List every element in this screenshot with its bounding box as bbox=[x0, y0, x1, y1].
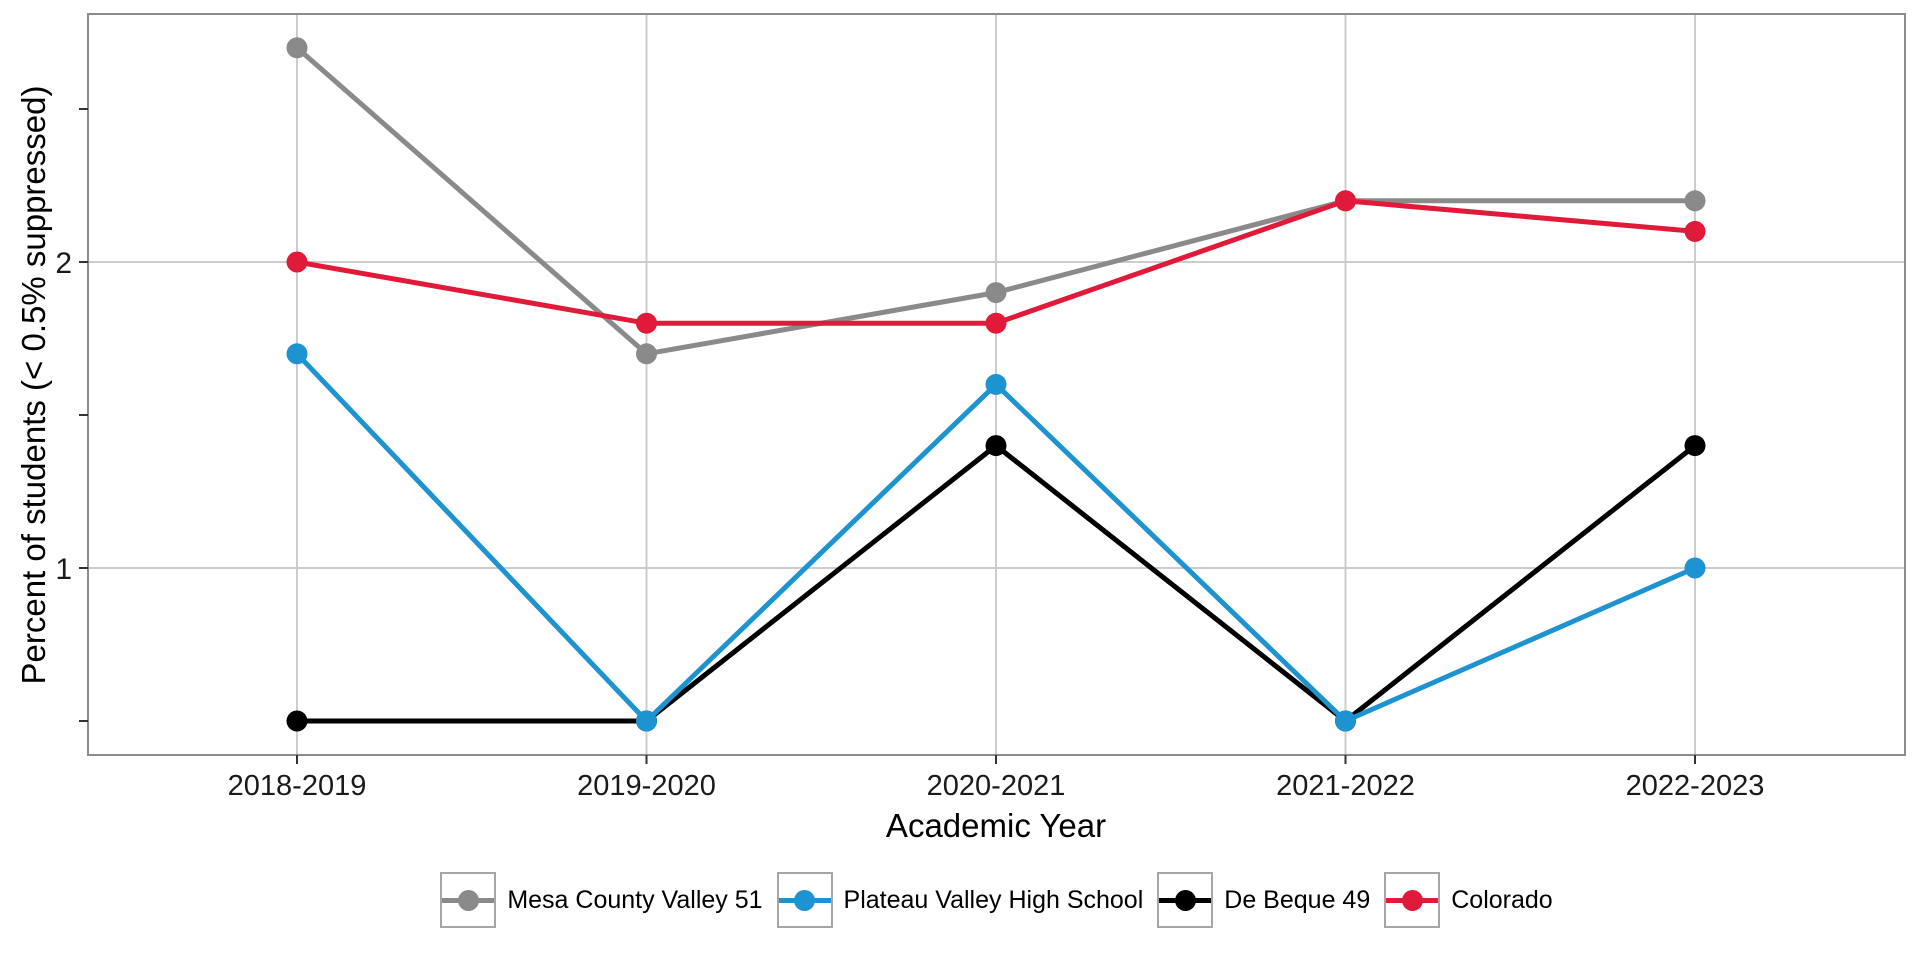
x-tick-label-2020-2021: 2020-2021 bbox=[927, 770, 1066, 802]
x-tick-label-2019-2020: 2019-2020 bbox=[577, 770, 716, 802]
data-point-plateau-valley-high-school-2021-2022 bbox=[1335, 710, 1356, 732]
data-point-mesa-county-valley-51-2022-2023 bbox=[1684, 190, 1706, 212]
legend-key-dot bbox=[1401, 889, 1423, 911]
legend-key-dot bbox=[1174, 889, 1196, 911]
data-point-plateau-valley-high-school-2019-2020 bbox=[636, 710, 657, 732]
data-point-colorado-2019-2020 bbox=[636, 312, 657, 334]
legend-key-dot bbox=[457, 889, 479, 911]
data-point-mesa-county-valley-51-2018-2019 bbox=[286, 37, 308, 59]
legend-key-icon bbox=[1157, 872, 1214, 928]
data-point-colorado-2018-2019 bbox=[286, 251, 308, 273]
x-tick-label-2021-2022: 2021-2022 bbox=[1276, 770, 1415, 802]
data-point-colorado-2020-2021 bbox=[985, 312, 1007, 334]
legend-label: Plateau Valley High School bbox=[843, 885, 1144, 914]
data-point-de-beque-49-2020-2021 bbox=[985, 435, 1007, 457]
legend-entry-plateau-valley-high-school: Plateau Valley High School bbox=[776, 872, 1144, 928]
data-point-mesa-county-valley-51-2020-2021 bbox=[985, 282, 1007, 304]
data-point-mesa-county-valley-51-2019-2020 bbox=[636, 343, 657, 365]
legend-key-icon bbox=[776, 872, 833, 928]
legend-entry-de-beque-49: De Beque 49 bbox=[1157, 872, 1370, 928]
legend-key-dot bbox=[794, 889, 816, 911]
legend-entry-colorado: Colorado bbox=[1384, 872, 1553, 928]
data-point-plateau-valley-high-school-2020-2021 bbox=[985, 373, 1007, 395]
x-tick-label-2022-2023: 2022-2023 bbox=[1626, 770, 1765, 802]
y-tick-label-1: 1 bbox=[55, 553, 72, 586]
data-point-de-beque-49-2018-2019 bbox=[286, 710, 308, 732]
data-point-de-beque-49-2022-2023 bbox=[1684, 435, 1706, 457]
y-axis-title: Percent of students (< 0.5% suppressed) bbox=[15, 85, 52, 685]
data-point-plateau-valley-high-school-2022-2023 bbox=[1684, 557, 1706, 579]
legend-label: Mesa County Valley 51 bbox=[507, 885, 763, 914]
x-axis-title: Academic Year bbox=[885, 807, 1107, 844]
data-point-colorado-2022-2023 bbox=[1684, 220, 1706, 242]
legend-key-icon bbox=[1384, 872, 1441, 928]
data-point-colorado-2021-2022 bbox=[1335, 190, 1356, 212]
legend-entry-mesa-county-valley-51: Mesa County Valley 51 bbox=[440, 872, 763, 928]
legend-label: Colorado bbox=[1451, 885, 1553, 914]
legend-key-icon bbox=[440, 872, 497, 928]
legend: Mesa County Valley 51 Plateau Valley High… bbox=[88, 872, 1905, 928]
x-tick-label-2018-2019: 2018-2019 bbox=[228, 770, 367, 802]
y-tick-label-2: 2 bbox=[55, 247, 72, 280]
legend-label: De Beque 49 bbox=[1224, 885, 1371, 914]
data-point-plateau-valley-high-school-2018-2019 bbox=[286, 343, 308, 365]
